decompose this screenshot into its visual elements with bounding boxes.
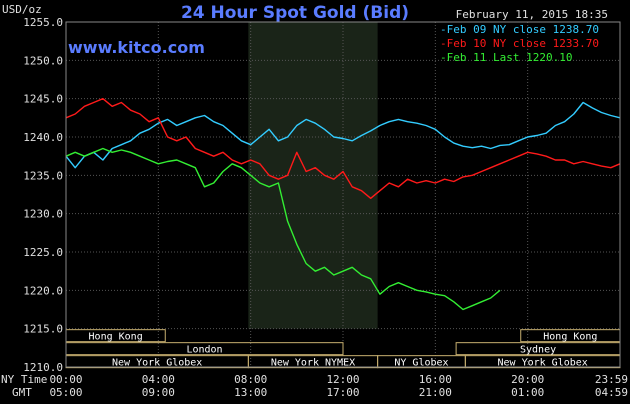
gmt-time-tick-label: 13:00 [234, 386, 267, 399]
ny-time-tick-label: 12:00 [326, 373, 359, 386]
gmt-time-tick-label: 17:00 [326, 386, 359, 399]
y-tick-label: 1215.0 [23, 323, 63, 336]
y-tick-label: 1240.0 [23, 131, 63, 144]
session-label: New York Globex [498, 358, 588, 369]
ny-time-tick-label: 00:00 [49, 373, 82, 386]
ny-time-tick-label: 16:00 [419, 373, 452, 386]
session-label: New York NYMEX [271, 358, 355, 369]
legend-entry: -Feb 11 Last 1220.10 [440, 51, 572, 64]
legend: -Feb 09 NY close 1238.70-Feb 10 NY close… [440, 23, 599, 64]
gmt-time-tick-label: 05:00 [49, 386, 82, 399]
legend-entry: -Feb 10 NY close 1233.70 [440, 37, 599, 50]
session-label: London [186, 345, 222, 356]
gmt-time-tick-label: 01:00 [511, 386, 544, 399]
ny-time-row-label: NY Time [1, 373, 47, 386]
session-label: Hong Kong [543, 332, 597, 343]
y-tick-label: 1255.0 [23, 16, 63, 29]
y-tick-label: 1245.0 [23, 93, 63, 106]
chart-timestamp: February 11, 2015 18:35 [456, 8, 608, 21]
plot-border [65, 21, 621, 368]
y-tick-label: 1230.0 [23, 208, 63, 221]
ny-time-tick-label: 04:00 [142, 373, 175, 386]
series-layer [65, 97, 621, 311]
y-tick-label: 1210.0 [23, 361, 63, 374]
session-label: Hong Kong [89, 332, 143, 343]
y-tick-label: 1235.0 [23, 169, 63, 182]
series-line-2 [65, 97, 621, 200]
watermark: www.kitco.com [68, 38, 205, 57]
ny-time-tick-label: 23:59 [595, 373, 628, 386]
y-tick-label: 1220.0 [23, 284, 63, 297]
y-axis-ticks: 1210.0 1215.0 1220.0 1225.0 1230.0 1235.0 1240… [23, 16, 63, 374]
legend-entry: -Feb 09 NY close 1238.70 [440, 23, 599, 36]
y-tick-label: 1225.0 [23, 246, 63, 259]
series-line-3 [65, 147, 501, 311]
gmt-time-tick-label: 09:00 [142, 386, 175, 399]
gmt-time-tick-label: 04:59 [595, 386, 628, 399]
y-tick-label: 1250.0 [23, 54, 63, 67]
chart-title: 24 Hour Spot Gold (Bid) [181, 3, 409, 23]
gmt-row-label: GMT [12, 386, 32, 399]
session-label: Sydney [520, 345, 556, 356]
session-label: New York Globex [112, 358, 202, 369]
session-label: NY Globex [394, 358, 448, 369]
ny-time-tick-label: 20:00 [511, 373, 544, 386]
ny-time-tick-label: 08:00 [234, 373, 267, 386]
gmt-time-tick-label: 21:00 [419, 386, 452, 399]
y-axis-unit: USD/oz [2, 3, 42, 16]
series-line-1 [65, 101, 621, 169]
